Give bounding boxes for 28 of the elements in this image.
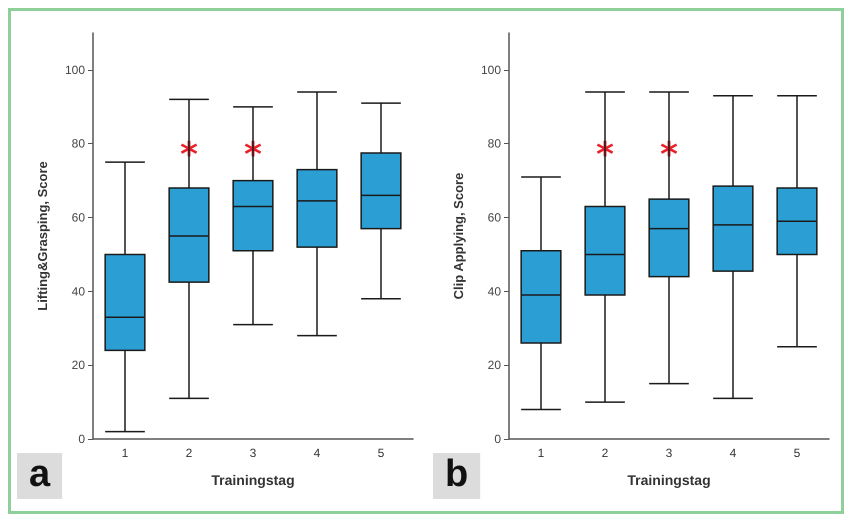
x-tick-label: 2 bbox=[186, 446, 193, 460]
text: b bbox=[445, 453, 468, 495]
x-axis-title: Trainingstag bbox=[211, 472, 295, 488]
y-tick-label: 20 bbox=[72, 358, 86, 372]
y-axis-title: Lifting&Grasping, Score bbox=[35, 161, 50, 311]
x-tick-label: 4 bbox=[314, 446, 321, 460]
x-tick-label: 3 bbox=[666, 446, 673, 460]
y-tick-label: 20 bbox=[488, 358, 502, 372]
x-tick-label: 3 bbox=[250, 446, 257, 460]
y-tick-label: 40 bbox=[72, 284, 86, 298]
y-axis-title: Clip Applying, Score bbox=[451, 172, 466, 300]
y-tick-label: 80 bbox=[72, 136, 86, 151]
y-tick-label: 40 bbox=[488, 284, 502, 298]
y-tick-label: 0 bbox=[494, 432, 502, 446]
x-axis-title: Trainingstag bbox=[627, 472, 711, 488]
y-tick-label: 60 bbox=[488, 210, 502, 225]
x-tick-label: 1 bbox=[538, 446, 545, 460]
y-tick-label: 0 bbox=[78, 432, 86, 446]
x-tick-label: 5 bbox=[378, 446, 385, 460]
y-tick-label: 100 bbox=[480, 62, 502, 77]
x-tick-label: 1 bbox=[122, 446, 129, 460]
y-tick-label: 100 bbox=[64, 62, 86, 77]
x-tick-label: 4 bbox=[730, 446, 737, 460]
x-tick-label: 2 bbox=[602, 446, 609, 460]
y-tick-label: 60 bbox=[72, 210, 86, 225]
text: a bbox=[29, 453, 51, 495]
x-tick-label: 5 bbox=[794, 446, 801, 460]
y-tick-label: 80 bbox=[488, 136, 502, 151]
